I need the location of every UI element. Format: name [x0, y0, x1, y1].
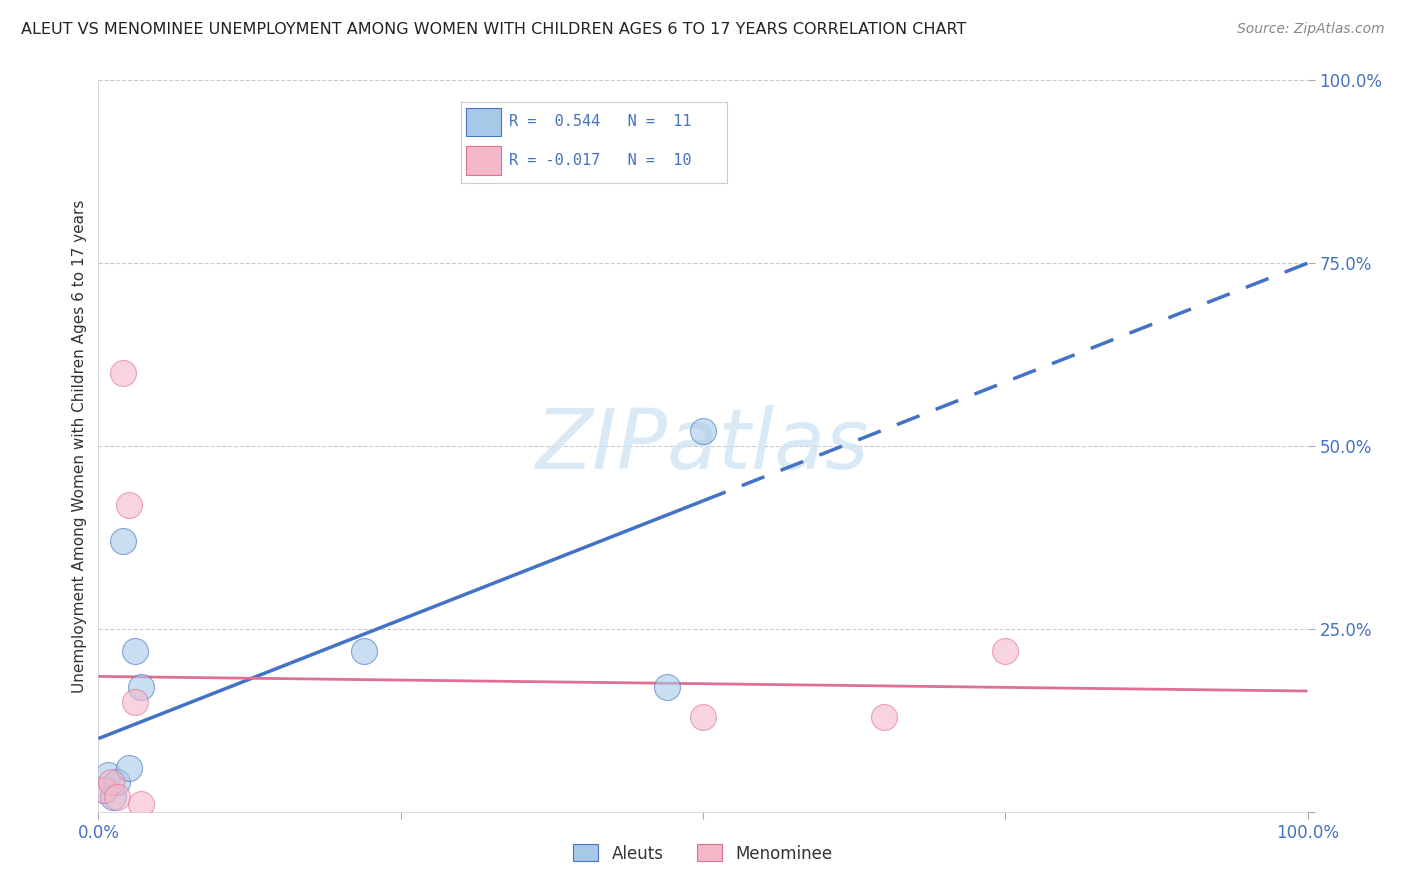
Point: [93, 782, 115, 797]
Point: [692, 425, 714, 439]
Point: [105, 790, 128, 805]
Point: [124, 644, 146, 658]
Point: [994, 644, 1017, 658]
Point: [111, 366, 134, 380]
Point: [129, 797, 152, 812]
Legend: Aleuts, Menominee: Aleuts, Menominee: [567, 838, 839, 869]
Y-axis label: Unemployment Among Women with Children Ages 6 to 17 years: Unemployment Among Women with Children A…: [72, 199, 87, 693]
Point: [692, 709, 714, 723]
Text: ZIPatlas: ZIPatlas: [536, 406, 870, 486]
Point: [111, 534, 134, 549]
Point: [873, 709, 896, 723]
Text: ALEUT VS MENOMINEE UNEMPLOYMENT AMONG WOMEN WITH CHILDREN AGES 6 TO 17 YEARS COR: ALEUT VS MENOMINEE UNEMPLOYMENT AMONG WO…: [21, 22, 966, 37]
Point: [93, 782, 115, 797]
Point: [101, 790, 124, 805]
Point: [655, 681, 678, 695]
Point: [353, 644, 375, 658]
Point: [129, 681, 152, 695]
Point: [105, 775, 128, 789]
Point: [118, 498, 141, 512]
Point: [100, 775, 122, 789]
Point: [118, 761, 141, 775]
Point: [97, 768, 120, 782]
Point: [124, 695, 146, 709]
Text: Source: ZipAtlas.com: Source: ZipAtlas.com: [1237, 22, 1385, 37]
